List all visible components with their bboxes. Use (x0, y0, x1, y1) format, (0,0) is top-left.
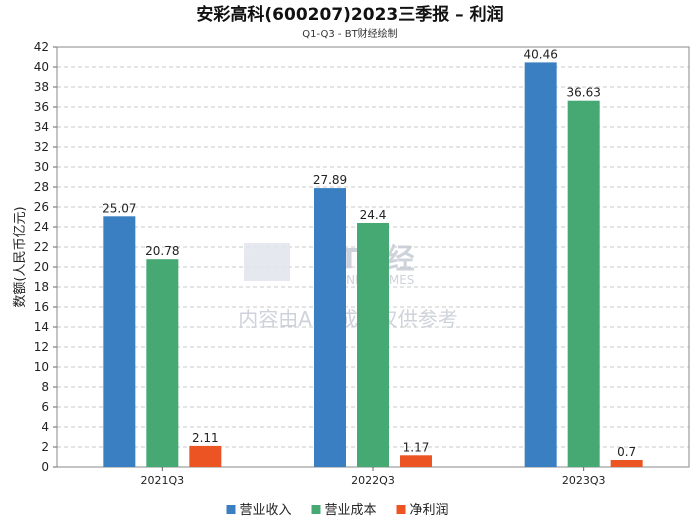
y-tick-label: 42 (34, 40, 49, 54)
legend-label: 营业收入 (240, 503, 292, 518)
chart-subtitle: Q1-Q3 - BT财经绘制 (302, 27, 397, 40)
y-tick-label: 20 (34, 260, 49, 274)
y-axis-label: 数额(人民币亿元) (13, 206, 28, 307)
bar (189, 445, 222, 467)
bar (567, 100, 600, 467)
bar (103, 216, 136, 467)
legend-label: 营业成本 (325, 503, 377, 518)
y-tick-label: 18 (34, 280, 49, 294)
x-axis-ticks: 2021Q3 2022Q3 2023Q3 (141, 467, 606, 487)
data-label: 0.7 (617, 445, 636, 459)
y-tick-label: 2 (41, 440, 49, 454)
y-tick-label: 36 (34, 100, 49, 114)
bar (357, 223, 389, 467)
bar (314, 188, 346, 467)
y-tick-label: 0 (41, 460, 49, 474)
legend-swatch (226, 505, 236, 514)
bar (524, 62, 557, 468)
y-tick-label: 16 (34, 300, 49, 314)
y-tick-label: 32 (34, 140, 49, 154)
bar (610, 460, 643, 467)
bar (146, 259, 179, 467)
data-label: 25.07 (102, 201, 136, 215)
y-tick-label: 22 (34, 240, 49, 254)
y-tick-label: 26 (34, 200, 49, 214)
watermark-notice: 内容由AI生成，仅供参考 (238, 307, 458, 331)
legend-swatch (396, 505, 406, 514)
y-tick-label: 24 (34, 220, 49, 234)
chart-title: 安彩高科(600207)2023三季报 – 利润 (196, 4, 503, 25)
legend-label: 净利润 (410, 503, 449, 518)
x-tick-label: 2022Q3 (351, 474, 395, 487)
y-tick-label: 8 (41, 380, 49, 394)
y-tick-label: 12 (34, 340, 49, 354)
y-tick-label: 14 (34, 320, 49, 334)
y-tick-label: 34 (34, 120, 49, 134)
watermark-logo-icon (244, 243, 290, 281)
y-tick-label: 40 (34, 60, 49, 74)
data-label: 40.46 (523, 47, 557, 61)
data-label: 24.4 (360, 208, 387, 222)
y-tick-label: 30 (34, 160, 49, 174)
y-tick-label: 28 (34, 180, 49, 194)
legend-swatch (311, 505, 321, 514)
legend: 营业收入 营业成本 净利润 (226, 503, 449, 518)
data-label: 27.89 (313, 173, 347, 187)
y-tick-label: 10 (34, 360, 49, 374)
bars (103, 62, 643, 468)
data-label: 1.17 (403, 440, 430, 454)
data-label: 2.11 (192, 431, 219, 445)
y-tick-label: 38 (34, 80, 49, 94)
data-label: 36.63 (566, 86, 600, 100)
y-tick-label: 4 (41, 420, 49, 434)
x-tick-label: 2023Q3 (562, 474, 606, 487)
bar (400, 455, 432, 467)
x-tick-label: 2021Q3 (141, 474, 185, 487)
data-labels: 25.07 20.78 2.11 27.89 24.4 1.17 40.46 36.63 0.7 (102, 47, 636, 459)
data-label: 20.78 (145, 244, 179, 258)
y-tick-label: 6 (41, 400, 49, 414)
